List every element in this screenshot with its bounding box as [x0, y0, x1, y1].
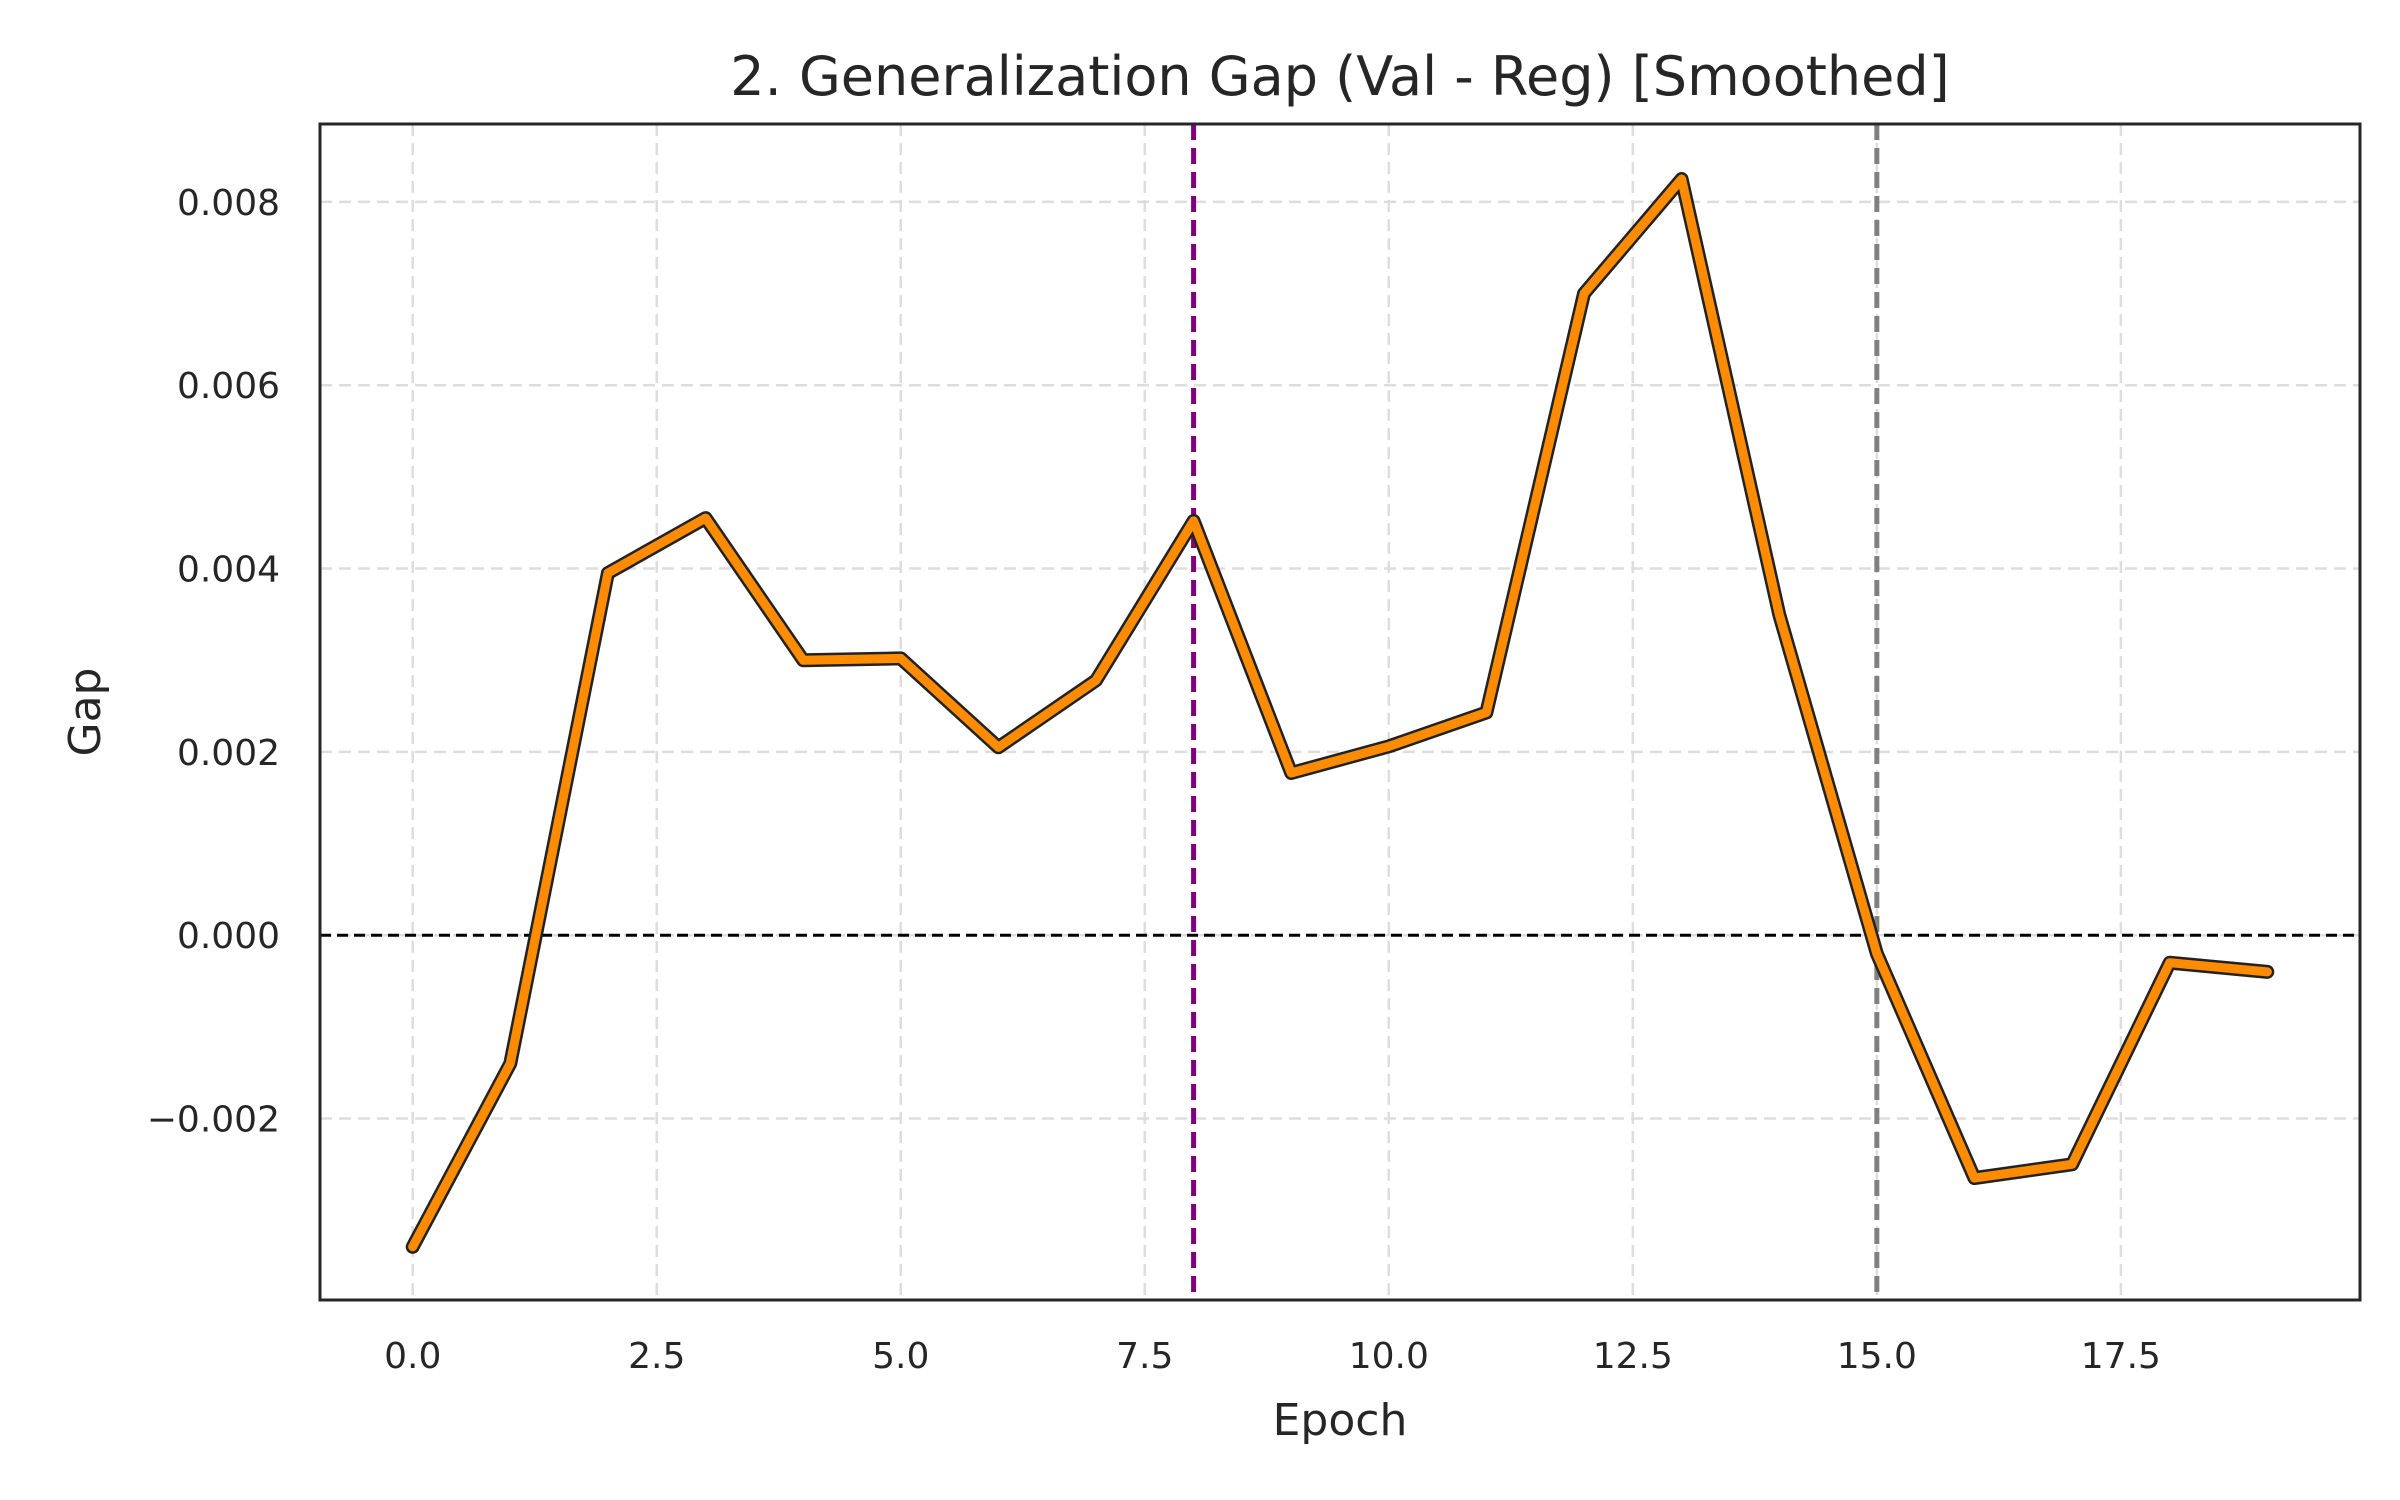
- x-tick-label: 2.5: [628, 1336, 685, 1377]
- x-axis-ticks: 0.0 2.5 5.0 7.5 10.0 12.5 15.0 17.5: [384, 1336, 2161, 1377]
- y-tick-label: 0.002: [177, 733, 280, 774]
- chart-title: 2. Generalization Gap (Val - Reg) [Smoot…: [730, 45, 1949, 108]
- series-layer: [405, 172, 2275, 1254]
- reference-lines: [320, 124, 2360, 1300]
- x-tick-label: 15.0: [1837, 1336, 1917, 1377]
- y-tick-label: 0.006: [177, 366, 280, 407]
- y-axis-label: Gap: [60, 668, 111, 757]
- x-tick-label: 10.0: [1349, 1336, 1429, 1377]
- x-tick-label: 17.5: [2081, 1336, 2161, 1377]
- y-tick-label: 0.004: [177, 550, 280, 591]
- x-tick-label: 12.5: [1593, 1336, 1673, 1377]
- x-tick-label: 5.0: [872, 1336, 929, 1377]
- series-line: [408, 174, 2272, 1252]
- y-tick-label: 0.000: [177, 916, 280, 957]
- x-axis-label: Epoch: [1273, 1395, 1408, 1446]
- x-tick-label: 0.0: [384, 1336, 441, 1377]
- y-tick-label: −0.002: [147, 1100, 280, 1141]
- x-tick-label: 7.5: [1116, 1336, 1173, 1377]
- y-tick-label: 0.008: [177, 183, 280, 224]
- plot-frame: [318, 122, 2362, 1302]
- y-axis-ticks: −0.002 0.000 0.002 0.004 0.006 0.008: [147, 183, 280, 1141]
